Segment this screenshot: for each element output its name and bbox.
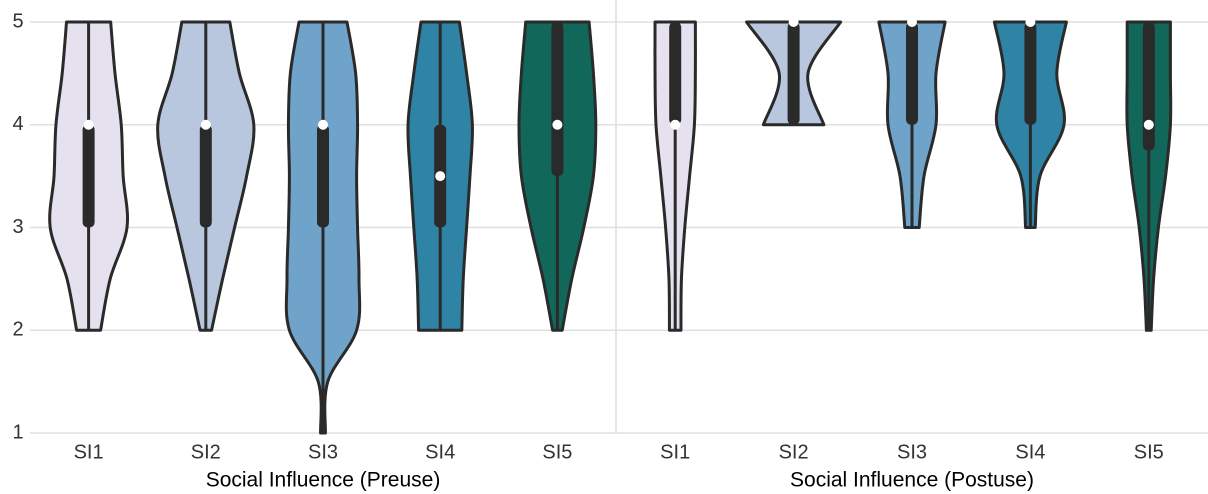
median (1025, 17, 1036, 27)
x-tick-label: SI1 (74, 441, 104, 463)
y-tick-label: 5 (12, 10, 23, 32)
x-tick-label: SI5 (542, 441, 572, 463)
median (670, 119, 681, 130)
iqr-box (906, 22, 918, 125)
median (200, 119, 211, 130)
x-tick-label: SI1 (660, 441, 690, 463)
y-tick-label: 3 (12, 216, 23, 238)
x-tick-label: SI5 (1134, 441, 1164, 463)
iqr-box (1142, 22, 1155, 151)
iqr-box (199, 124, 212, 228)
iqr-box (551, 22, 564, 177)
median (83, 119, 94, 130)
y-tick-label: 1 (12, 421, 23, 443)
median (552, 119, 563, 130)
x-tick-label: SI4 (1015, 441, 1045, 463)
x-tick-label: SI2 (779, 441, 809, 463)
iqr-box (669, 22, 682, 125)
x-axis-title: Social Influence (Preuse) (206, 469, 441, 492)
y-tick-label: 4 (12, 113, 23, 135)
x-tick-label: SI3 (308, 441, 338, 463)
iqr-box (787, 22, 800, 125)
median (318, 119, 328, 130)
y-tick-label: 2 (12, 319, 23, 341)
median (907, 17, 917, 27)
x-tick-label: SI3 (897, 441, 927, 463)
x-tick-label: SI4 (425, 441, 455, 463)
median (435, 171, 446, 182)
iqr-box (317, 124, 329, 228)
x-tick-label: SI2 (191, 441, 221, 463)
median (1143, 119, 1154, 130)
median (788, 17, 799, 27)
iqr-box (82, 124, 95, 228)
x-axis-title: Social Influence (Postuse) (790, 469, 1034, 492)
iqr-box (1024, 22, 1037, 125)
